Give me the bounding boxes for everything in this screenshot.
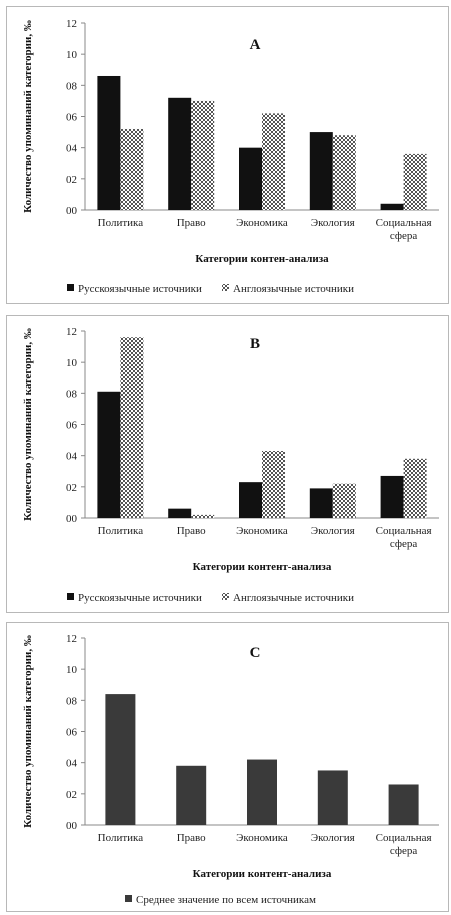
y-tick-label: 00 [66, 513, 78, 525]
x-category-label: Экономика [236, 525, 288, 537]
chart-title: A [250, 37, 261, 53]
bar-series1-2 [239, 482, 262, 518]
y-tick-label: 10 [66, 664, 78, 676]
x-category-label: сфера [390, 845, 418, 857]
chart-title: C [250, 645, 261, 661]
x-category-label: Право [177, 832, 206, 844]
bar-series2-3 [332, 135, 356, 210]
x-category-label: Экономика [236, 217, 288, 229]
y-axis-label: Количество упоминаний категории, ‰ [22, 328, 34, 521]
chart-title: B [250, 336, 260, 352]
x-category-label: Право [177, 525, 206, 537]
x-category-label: Экономика [236, 832, 288, 844]
legend-swatch [67, 593, 74, 600]
chart-panel-c: 00 02 04 06 08 10 12 Политика Право Экономика Экол… [6, 622, 449, 912]
legend-swatch [222, 284, 229, 291]
x-category-label: Экология [311, 832, 355, 844]
bar-series1-0 [105, 694, 136, 825]
y-tick-label: 06 [66, 727, 78, 739]
legend-swatch [67, 284, 74, 291]
x-category-label: сфера [390, 230, 418, 242]
legend-label: Русскоязычные источники [78, 592, 202, 604]
bar-series1-3 [309, 132, 333, 210]
legend-swatch [125, 895, 132, 902]
chart-b: 00 02 04 06 08 10 12 Политика Право Экономика Экол… [22, 326, 439, 604]
y-tick-label: 00 [66, 205, 78, 217]
x-category-label: Социальная [376, 832, 432, 844]
y-tick-label: 02 [66, 174, 77, 186]
y-tick-label: 00 [66, 820, 78, 832]
x-axis-label: Категории контент-анализа [193, 868, 332, 880]
bar-series2-2 [262, 113, 285, 210]
bar-series1-1 [176, 765, 207, 825]
legend-label: Русскоязычные источники [78, 283, 202, 295]
bar-series2-3 [332, 483, 356, 518]
y-tick-label: 08 [66, 80, 78, 92]
y-tick-label: 04 [66, 758, 78, 770]
x-category-label: Политика [98, 525, 144, 537]
bar-series2-1 [191, 514, 215, 518]
bar-series2-1 [191, 100, 215, 210]
x-category-label: Социальная [376, 525, 432, 537]
x-category-label: Политика [98, 217, 144, 229]
bar-series2-0 [120, 128, 144, 210]
legend-label: Среднее значение по всем источникам [136, 894, 316, 906]
y-tick-label: 10 [66, 49, 78, 61]
bar-series1-2 [239, 147, 262, 210]
bar-series1-1 [168, 97, 192, 210]
bar-series1-0 [97, 391, 121, 518]
bar-series1-3 [309, 488, 333, 518]
legend-label: Англоязычные источники [233, 592, 354, 604]
y-tick-label: 06 [66, 420, 78, 432]
y-tick-label: 12 [66, 18, 77, 30]
x-axis-label: Категории контен-анализа [195, 253, 329, 265]
chart-panel-b: 00 02 04 06 08 10 12 Политика Право Экономика Экол… [6, 315, 449, 613]
bar-series2-2 [262, 450, 285, 518]
x-category-label: сфера [390, 538, 418, 550]
x-category-label: Экология [311, 217, 355, 229]
x-category-label: Экология [311, 525, 355, 537]
legend-swatch [222, 593, 229, 600]
y-tick-label: 02 [66, 789, 77, 801]
y-tick-label: 02 [66, 482, 77, 494]
x-category-label: Право [177, 217, 206, 229]
y-tick-label: 12 [66, 326, 77, 338]
bar-series1-1 [168, 508, 192, 518]
bar-series1-4 [380, 475, 404, 518]
x-category-label: Социальная [376, 217, 432, 229]
bar-series2-4 [403, 458, 427, 518]
bar-series1-4 [388, 784, 419, 825]
chart-a: 00 02 04 06 08 10 12 Политика Право Экономика Экол… [22, 18, 439, 295]
y-tick-label: 04 [66, 451, 78, 463]
bar-series2-0 [120, 337, 144, 518]
y-axis-label: Количество упоминаний категории, ‰ [22, 20, 34, 213]
chart-c: 00 02 04 06 08 10 12 Политика Право Экономика Экол… [22, 633, 439, 906]
x-category-label: Политика [98, 832, 144, 844]
y-tick-label: 08 [66, 695, 78, 707]
y-tick-label: 08 [66, 388, 78, 400]
bar-series2-4 [403, 153, 427, 210]
bar-series1-3 [317, 770, 348, 825]
y-tick-label: 06 [66, 112, 78, 124]
y-tick-label: 10 [66, 357, 78, 369]
y-axis-label: Количество упоминаний категории, ‰ [22, 635, 34, 828]
bar-series1-2 [247, 759, 277, 825]
y-tick-label: 04 [66, 143, 78, 155]
chart-panel-a: 00 02 04 06 08 10 12 Политика Право Экономика Экол… [6, 6, 449, 304]
legend-label: Англоязычные источники [233, 283, 354, 295]
bar-series1-4 [380, 203, 404, 210]
y-tick-label: 12 [66, 633, 77, 645]
x-axis-label: Категории контент-анализа [193, 561, 332, 573]
bar-series1-0 [97, 75, 121, 210]
